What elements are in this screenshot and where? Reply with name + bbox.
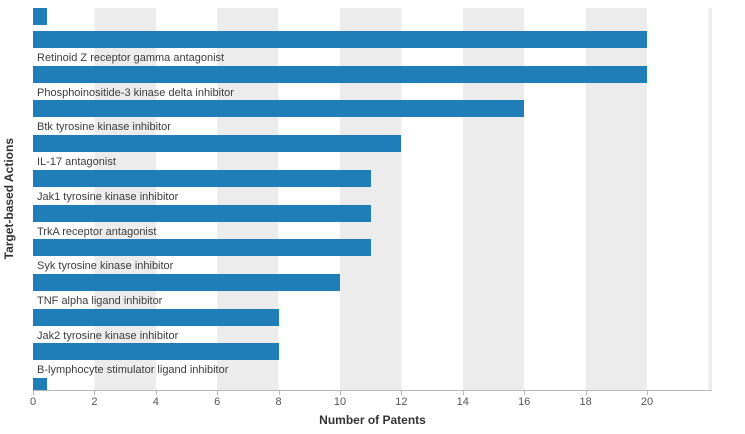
bar-row: TNF alpha ligand inhibitor <box>33 273 340 308</box>
bar-label: Btk tyrosine kinase inhibitor <box>37 121 171 134</box>
bar-label: IL-17 antagonist <box>37 156 116 169</box>
x-axis-title: Number of Patents <box>319 413 426 427</box>
bar-label: TrkA receptor antagonist <box>37 225 157 238</box>
bar[interactable] <box>33 31 647 48</box>
x-tick-mark <box>278 391 280 395</box>
bar-row: Retinoid Z receptor gamma antagonist <box>33 31 647 65</box>
bar-row: IL-17 antagonist <box>33 135 402 169</box>
bar-label: Syk tyrosine kinase inhibitor <box>37 260 174 273</box>
x-tick-label: 20 <box>640 396 654 408</box>
x-tick-mark <box>401 391 403 395</box>
x-tick-mark <box>94 391 96 395</box>
x-tick-mark <box>647 391 648 395</box>
bar-row: Jak1 tyrosine kinase inhibitor <box>33 169 371 204</box>
x-tick-label: 2 <box>91 396 98 408</box>
x-tick-mark <box>462 391 464 395</box>
bar-row: TrkA receptor antagonist <box>33 204 371 239</box>
x-tick-mark <box>33 391 34 395</box>
x-tick-mark <box>217 391 219 395</box>
bar-row: Phosphoinositide-3 kinase delta inhibito… <box>33 65 647 100</box>
bar[interactable] <box>33 239 371 257</box>
bar-fragment-top[interactable] <box>33 8 47 25</box>
bar-label: Jak1 tyrosine kinase inhibitor <box>37 190 179 203</box>
x-tick-label: 12 <box>395 396 408 408</box>
bar-row: B-lymphocyte stimulator ligand inhibitor <box>33 343 279 377</box>
x-tick-label: 18 <box>579 396 592 408</box>
plot-area: Retinoid Z receptor gamma antagonist Phos… <box>33 8 712 391</box>
y-axis-title-wrap: Target-based Actions <box>0 8 18 390</box>
bar-label: Phosphoinositide-3 kinase delta inhibito… <box>37 86 234 99</box>
x-tick-mark <box>155 391 157 395</box>
bar-row: Syk tyrosine kinase inhibitor <box>33 239 371 273</box>
x-tick-mark <box>340 391 341 395</box>
bar-row: Jak2 tyrosine kinase inhibitor <box>33 308 279 343</box>
bar-label: B-lymphocyte stimulator ligand inhibitor <box>37 364 229 377</box>
bar[interactable] <box>33 273 340 291</box>
x-tick-label: 14 <box>456 396 469 408</box>
bar-label: TNF alpha ligand inhibitor <box>37 294 163 307</box>
bar[interactable] <box>33 135 402 153</box>
x-tick-label: 4 <box>152 396 159 408</box>
y-axis-title: Target-based Actions <box>2 138 16 260</box>
x-tick-label: 0 <box>29 396 37 408</box>
bar-fragment-bottom[interactable] <box>33 378 47 390</box>
bar[interactable] <box>33 204 371 222</box>
bar[interactable] <box>33 343 279 361</box>
bar-label: Retinoid Z receptor gamma antagonist <box>37 52 225 64</box>
bar-row: Btk tyrosine kinase inhibitor <box>33 100 525 134</box>
bar[interactable] <box>33 65 647 83</box>
bar[interactable] <box>33 308 279 326</box>
x-tick-mark <box>585 391 587 395</box>
x-tick-mark <box>524 391 526 395</box>
x-tick-label: 16 <box>518 396 531 408</box>
bar[interactable] <box>33 100 525 118</box>
x-tick-label: 8 <box>275 396 282 408</box>
x-tick-label: 6 <box>214 396 221 408</box>
bar-label: Jak2 tyrosine kinase inhibitor <box>37 329 179 342</box>
bar[interactable] <box>33 169 371 187</box>
x-tick-label: 10 <box>333 396 347 408</box>
